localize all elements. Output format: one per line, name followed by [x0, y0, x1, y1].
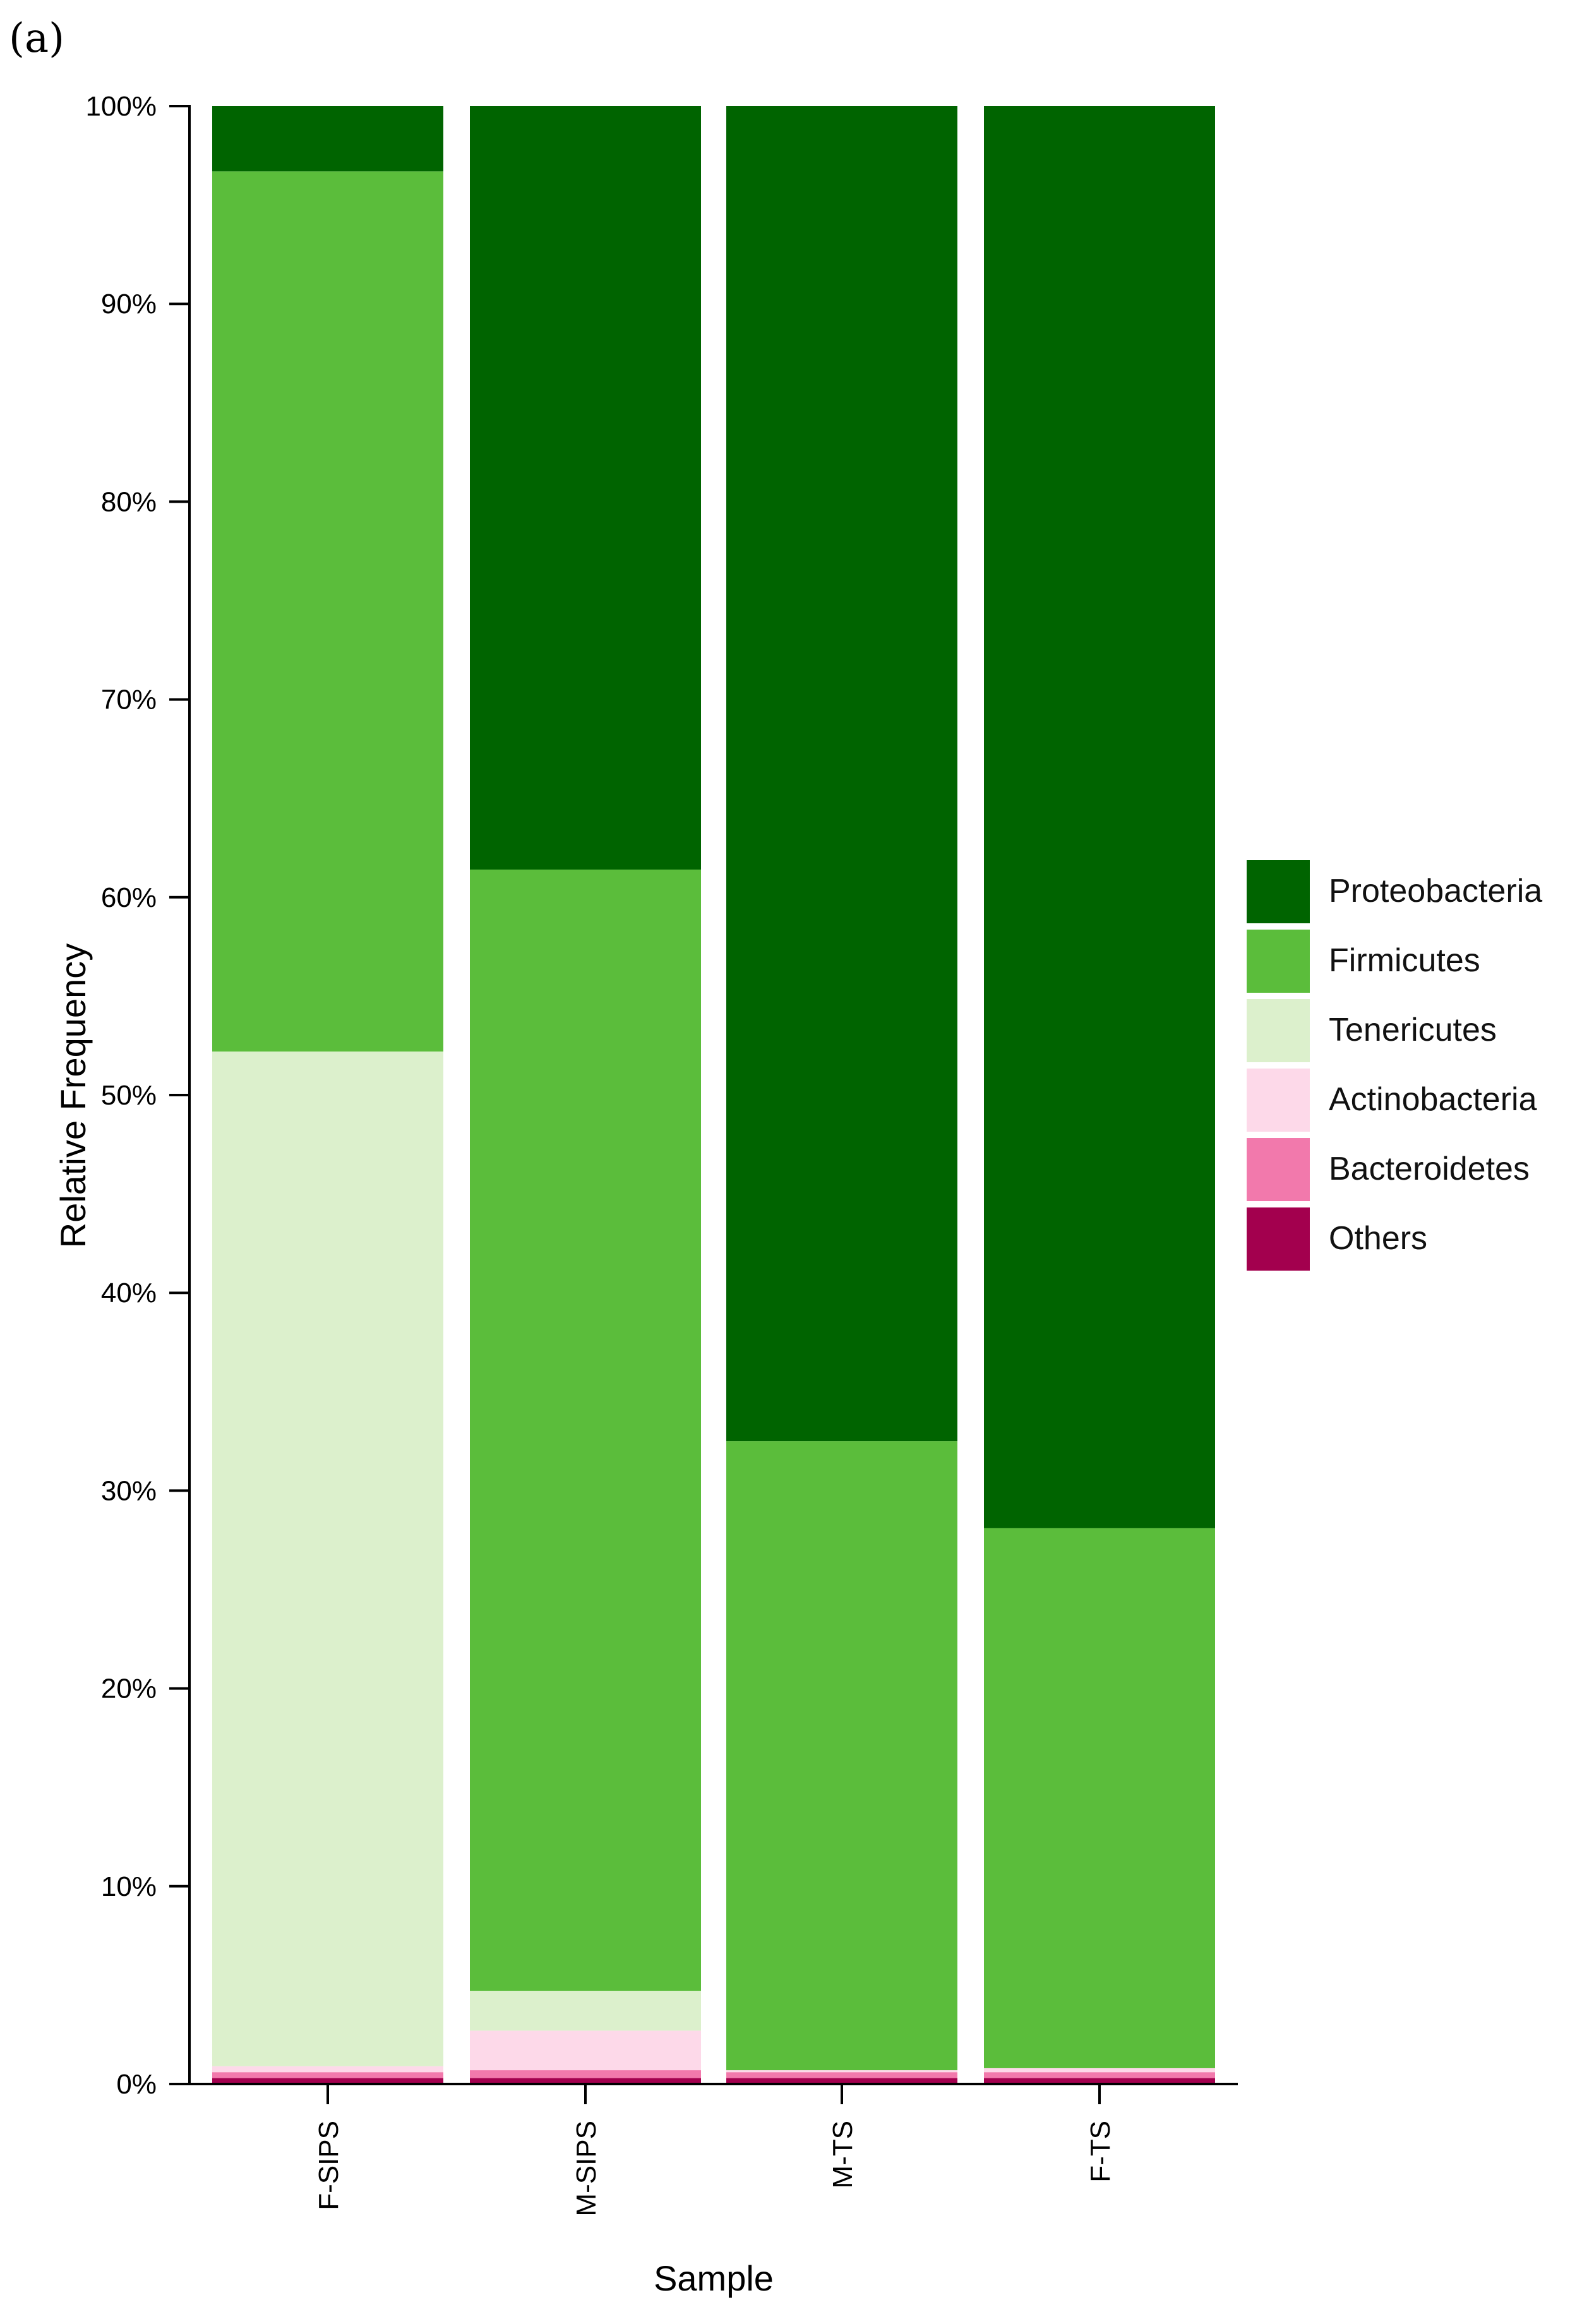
bar-segment-m-ts-bacteroidetes	[726, 2072, 957, 2078]
bar-segment-f-ts-bacteroidetes	[984, 2072, 1215, 2078]
legend-swatch-tenericutes	[1247, 999, 1310, 1062]
legend: Proteobacteria Firmicutes Tenericutes Actin…	[1247, 860, 1542, 1271]
bar-segment-m-sips-proteobacteria	[470, 106, 701, 870]
bar-segment-f-ts-firmicutes	[984, 1528, 1215, 2068]
legend-swatch-firmicutes	[1247, 930, 1310, 993]
bar-segment-m-ts-proteobacteria	[726, 106, 957, 1442]
legend-label-bacteroidetes: Bacteroidetes	[1329, 1151, 1530, 1187]
y-tick-label: 30%	[101, 1475, 157, 1506]
x-ticks-group: F-SIPS M-SIPS M-TS F-TS	[313, 2084, 1116, 2217]
y-tick-label: 20%	[101, 1674, 157, 1704]
y-tick-label: 80%	[101, 486, 157, 517]
bar-segment-f-sips-others	[212, 2078, 443, 2084]
x-tick-label-m-sips: M-SIPS	[571, 2121, 602, 2217]
bar-segment-m-ts-others	[726, 2078, 957, 2084]
bar-segment-m-sips-firmicutes	[470, 869, 701, 1991]
bar-segment-f-sips-tenericutes	[212, 1051, 443, 2066]
panel-label: (a)	[9, 15, 64, 62]
legend-label-others: Others	[1329, 1220, 1427, 1257]
legend-label-proteobacteria: Proteobacteria	[1329, 873, 1542, 909]
y-tick-label: 50%	[101, 1080, 157, 1111]
bar-segment-f-ts-others	[984, 2078, 1215, 2084]
legend-label-tenericutes: Tenericutes	[1329, 1012, 1497, 1048]
y-tick-label: 0%	[116, 2069, 157, 2100]
x-tick-label-m-ts: M-TS	[827, 2121, 858, 2189]
x-axis-title: Sample	[654, 2258, 774, 2298]
bar-segment-m-sips-tenericutes	[470, 1991, 701, 2031]
legend-label-actinobacteria: Actinobacteria	[1329, 1081, 1537, 1118]
legend-label-firmicutes: Firmicutes	[1329, 942, 1480, 979]
bar-segment-m-ts-actinobacteria	[726, 2070, 957, 2073]
bar-segment-m-ts-firmicutes	[726, 1441, 957, 2071]
bar-segment-f-sips-firmicutes	[212, 171, 443, 1052]
y-tick-label: 10%	[101, 1871, 157, 1902]
bar-segment-m-sips-others	[470, 2078, 701, 2084]
legend-swatch-actinobacteria	[1247, 1069, 1310, 1132]
bar-segment-f-sips-actinobacteria	[212, 2066, 443, 2073]
x-tick-label-f-sips: F-SIPS	[313, 2121, 344, 2210]
x-tick-label-f-ts: F-TS	[1085, 2121, 1116, 2183]
y-tick-label: 70%	[101, 685, 157, 716]
legend-swatch-bacteroidetes	[1247, 1138, 1310, 1201]
y-tick-label: 90%	[101, 289, 157, 320]
bar-segment-m-sips-actinobacteria	[470, 2030, 701, 2071]
y-tick-label: 40%	[101, 1278, 157, 1309]
bar-segment-m-sips-bacteroidetes	[470, 2070, 701, 2078]
y-ticks-group: 0% 10% 20% 30% 40% 50% 60% 70% 80% 90% 100%	[85, 91, 189, 2100]
y-tick-label: 100%	[85, 91, 157, 122]
bar-segment-f-sips-proteobacteria	[212, 106, 443, 172]
y-tick-label: 60%	[101, 882, 157, 913]
legend-swatch-others	[1247, 1207, 1310, 1271]
bar-segment-f-ts-proteobacteria	[984, 106, 1215, 1528]
y-axis-title: Relative Frequency	[53, 943, 93, 1248]
legend-swatch-proteobacteria	[1247, 860, 1310, 923]
bar-segment-f-ts-actinobacteria	[984, 2068, 1215, 2073]
bar-segment-f-sips-bacteroidetes	[212, 2072, 443, 2078]
bars-group	[212, 106, 1215, 2084]
